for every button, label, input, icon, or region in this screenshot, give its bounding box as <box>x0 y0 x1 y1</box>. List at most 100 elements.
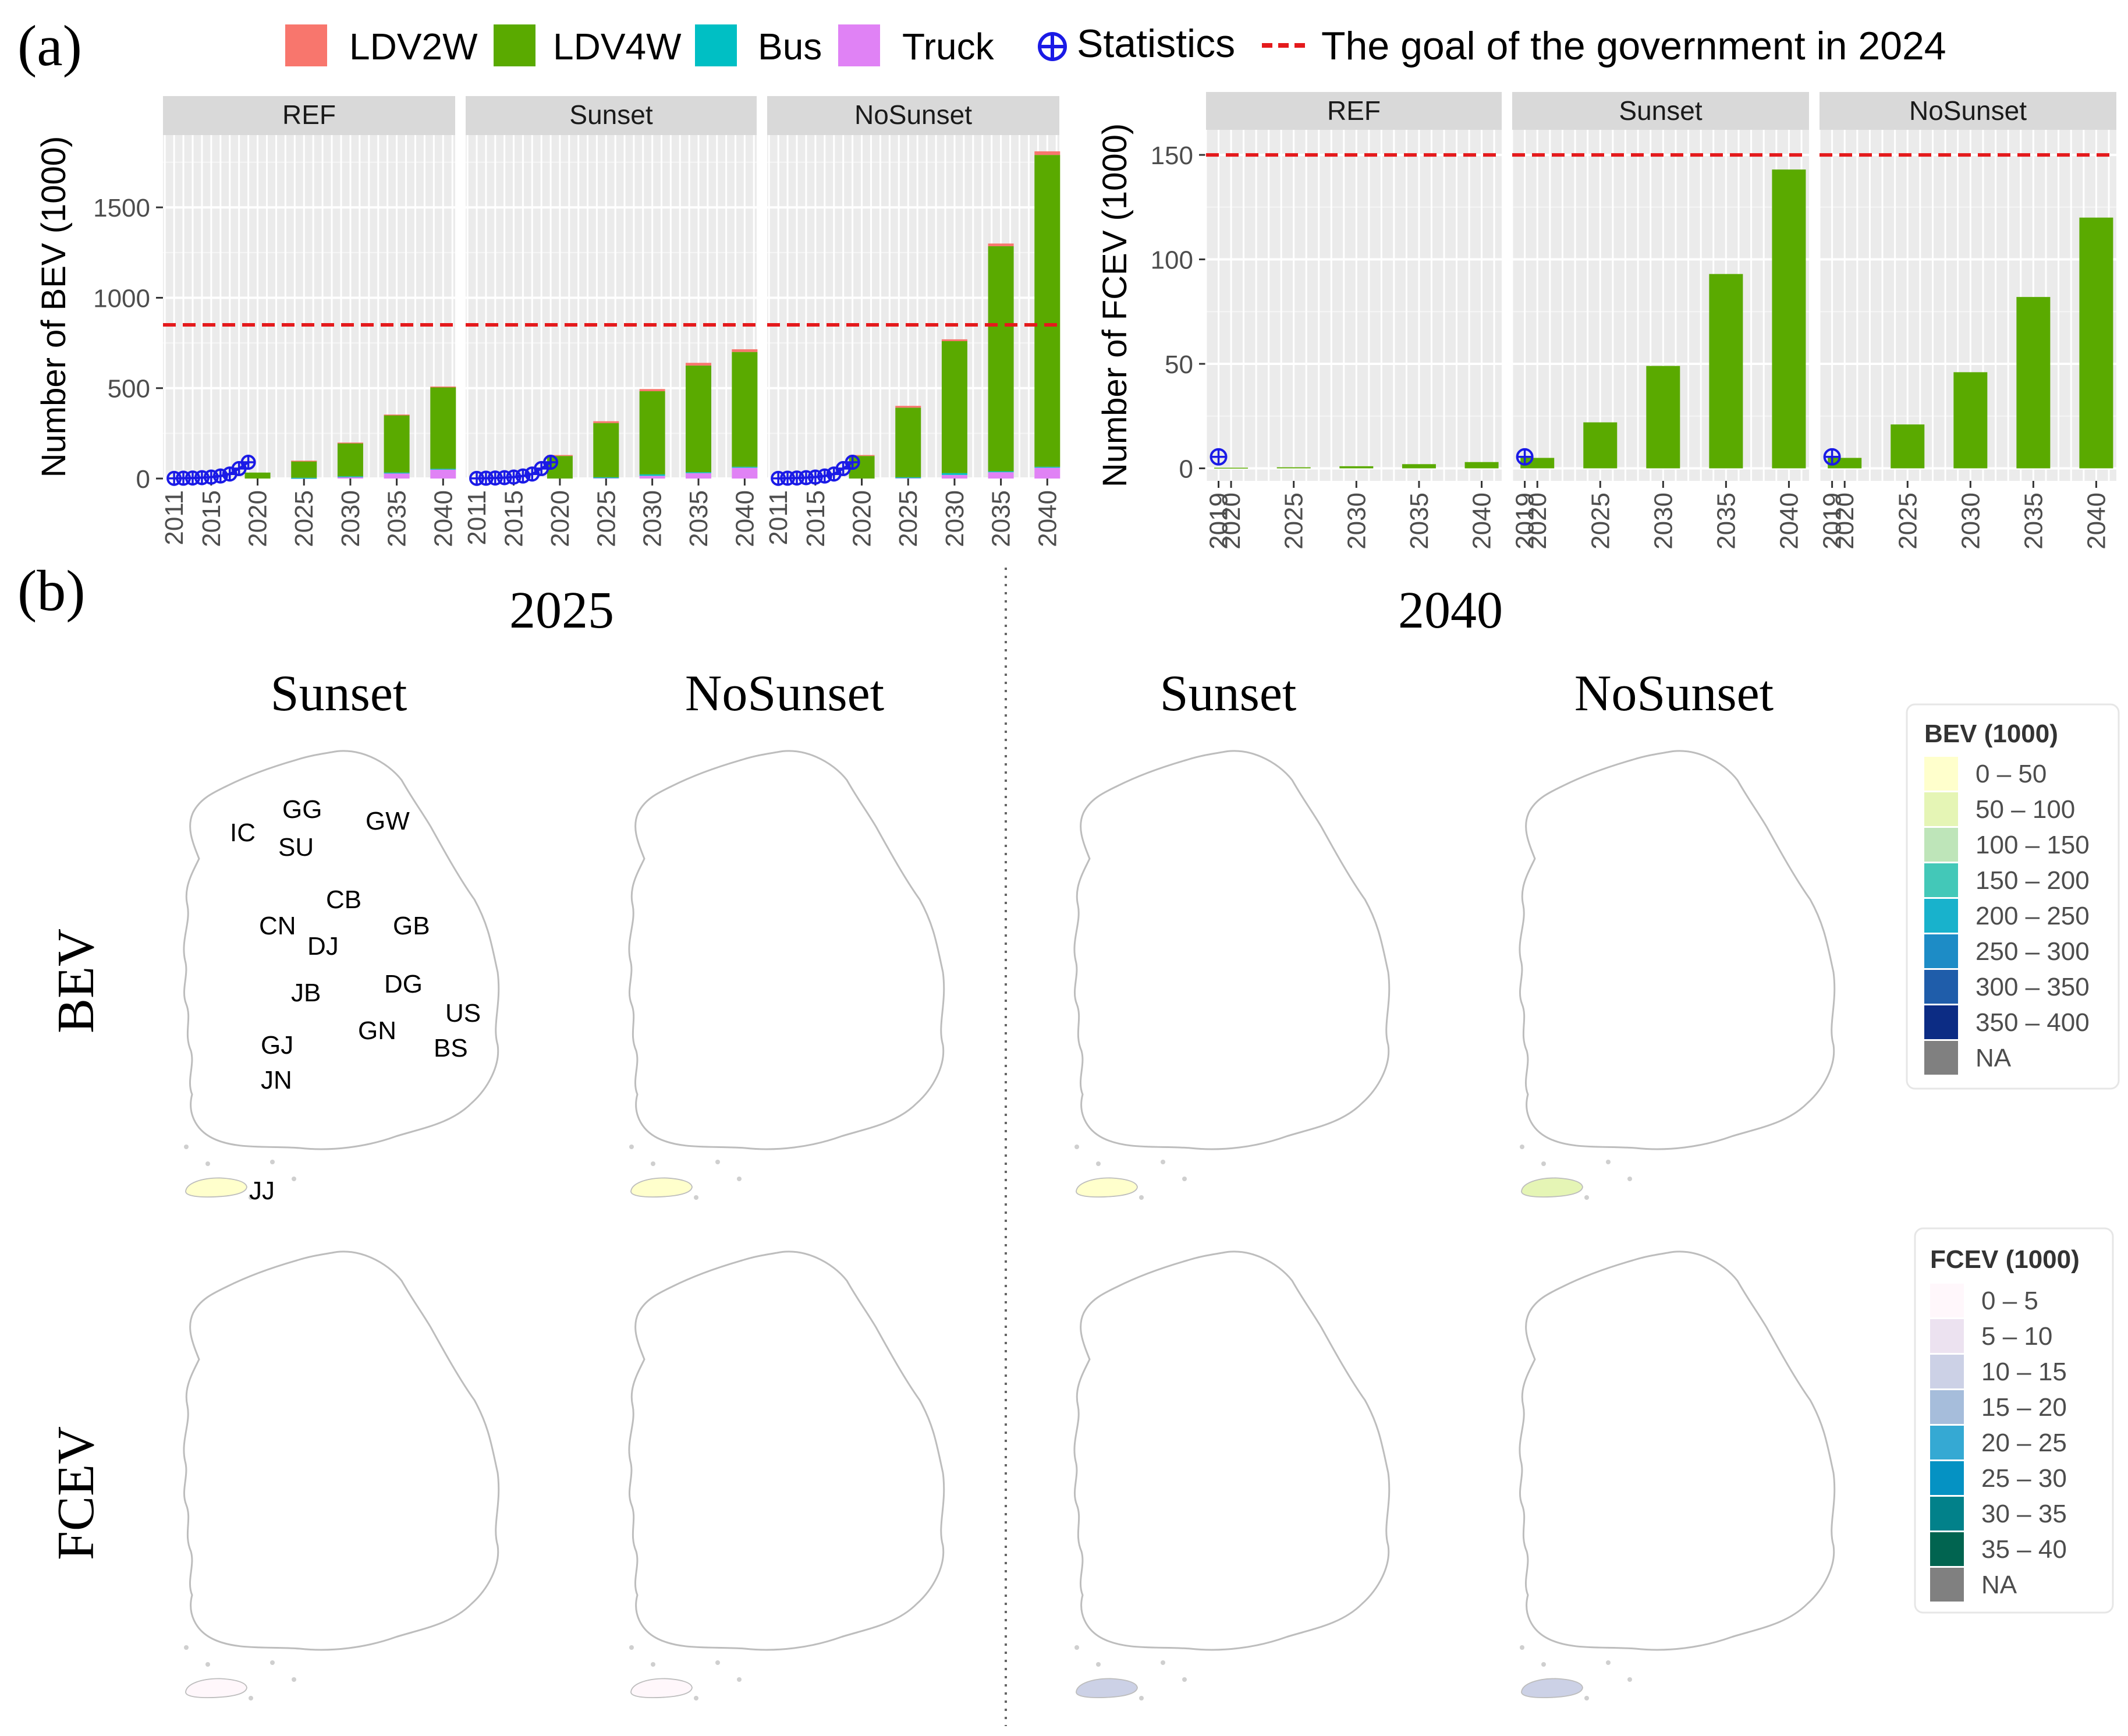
facet-strip <box>767 96 1059 135</box>
bar-ldv4w <box>1583 422 1618 469</box>
col-nosunset-2040: NoSunset <box>1574 665 1774 722</box>
region-label-jb: JB <box>291 979 321 1007</box>
legend-label-ldv2w: LDV2W <box>349 26 478 68</box>
bar-ldv4w <box>1402 464 1436 469</box>
legend-swatch-bus <box>695 24 737 66</box>
bar-ldv4w <box>384 415 410 473</box>
region-gyeongnam <box>274 1543 499 1650</box>
x-tick-label: 2040 <box>730 490 759 547</box>
bar-ldv4w <box>244 472 271 479</box>
legend-swatch-ldv2w <box>285 24 327 66</box>
bar-truck <box>988 472 1014 479</box>
bar-ldv4w <box>941 341 967 473</box>
region-gangwon <box>1519 1251 1835 1403</box>
x-tick-label: 2035 <box>1405 493 1434 550</box>
region-south <box>183 1251 499 1650</box>
map-island <box>1584 1195 1589 1200</box>
y-tick-label: 1500 <box>93 194 150 222</box>
y-tick-label: 150 <box>1151 141 1193 170</box>
map-island <box>205 1662 210 1667</box>
bev-legend-title: BEV (1000) <box>1924 720 2058 748</box>
x-tick-label: 2040 <box>1033 490 1062 547</box>
statistics-marker <box>807 469 823 485</box>
region-gwangju <box>671 1077 707 1098</box>
region-label-gb: GB <box>393 912 430 940</box>
region-gwangju <box>1116 1578 1152 1599</box>
map-island <box>1627 1177 1632 1181</box>
y-tick-label: 0 <box>136 465 150 494</box>
region-seoul <box>667 1322 695 1350</box>
region-jeju <box>630 1678 693 1698</box>
map-island <box>1520 1145 1524 1149</box>
bar-truck <box>1034 467 1061 479</box>
fcev-legend-swatch <box>1930 1284 1964 1317</box>
bev-legend-item-label: 350 – 400 <box>1976 1008 2090 1037</box>
map-island <box>1074 1145 1079 1149</box>
facet-strip-label: REF <box>282 100 336 130</box>
map-regions <box>629 1251 944 1650</box>
region-seoul <box>1558 1322 1586 1350</box>
fcev-legend-swatch <box>1930 1497 1964 1530</box>
fcev-legend-swatch <box>1930 1355 1964 1388</box>
bar-bus <box>1034 466 1061 468</box>
map-island <box>629 1645 634 1650</box>
map-island <box>694 1195 698 1200</box>
region-jeju <box>1521 1678 1583 1698</box>
region-gangwon <box>629 1251 944 1403</box>
region-gyeongbuk <box>1240 902 1389 1042</box>
statistics-marker <box>1210 448 1228 466</box>
map-bev-2040-sunset <box>1073 750 1391 1200</box>
facet-strip <box>1512 92 1809 130</box>
map-island <box>1139 1696 1144 1700</box>
map-bev-2040-nosunset <box>1519 750 1836 1200</box>
x-tick-label: 2015 <box>197 490 226 547</box>
bar-ldv4w <box>639 391 665 474</box>
map-regions <box>1074 750 1389 1149</box>
region-gwangju <box>1116 1077 1152 1098</box>
region-seoul <box>1112 1322 1140 1350</box>
x-tick-label: 2020 <box>546 490 574 547</box>
map-island <box>1606 1660 1611 1665</box>
bar-bus <box>430 469 456 470</box>
region-south <box>629 1251 944 1650</box>
bar-bus <box>941 473 967 475</box>
bev-legend-swatch <box>1924 863 1958 897</box>
x-tick-label: 2040 <box>429 490 457 547</box>
statistics-marker <box>240 455 256 470</box>
y-tick-label: 50 <box>1165 350 1193 379</box>
map-regions <box>1074 1251 1389 1650</box>
bev-legend-item-label: 300 – 350 <box>1976 973 2090 1001</box>
region-south <box>1074 1251 1389 1650</box>
region-gyeongbuk <box>795 902 944 1042</box>
bev-legend-swatch <box>1924 899 1958 933</box>
y-tick-label: 500 <box>108 375 150 403</box>
region-south <box>629 750 944 1149</box>
map-regions <box>183 1251 499 1650</box>
bar-ldv4w <box>686 365 711 473</box>
region-gangwon <box>1519 750 1835 902</box>
region-gangwon <box>1074 1251 1389 1403</box>
region-jeju <box>185 1678 247 1698</box>
x-tick-label: 2011 <box>463 490 491 545</box>
region-daejeon-na <box>1606 909 1630 963</box>
facet-strip-label: REF <box>1327 95 1381 126</box>
region-seoul <box>1112 821 1140 849</box>
map-island <box>629 1145 634 1149</box>
bev-legend-item-label: NA <box>1976 1044 2012 1072</box>
region-daejeon-na <box>1161 1410 1185 1464</box>
bar-ldv4w <box>1772 169 1806 469</box>
bar-ldv2w <box>430 386 456 388</box>
map-island <box>694 1696 698 1700</box>
x-tick-label: 2011 <box>160 490 189 545</box>
region-seoul <box>1558 821 1586 849</box>
map-island <box>1139 1195 1144 1200</box>
fcev-legend-swatch <box>1930 1568 1964 1602</box>
bar-truck <box>639 476 665 479</box>
region-label-gg: GG <box>282 795 322 824</box>
bar-ldv4w <box>2016 297 2051 469</box>
map-island <box>270 1160 275 1164</box>
fcev-legend-item-label: 30 – 35 <box>1981 1500 2067 1528</box>
map-island <box>1182 1677 1187 1682</box>
